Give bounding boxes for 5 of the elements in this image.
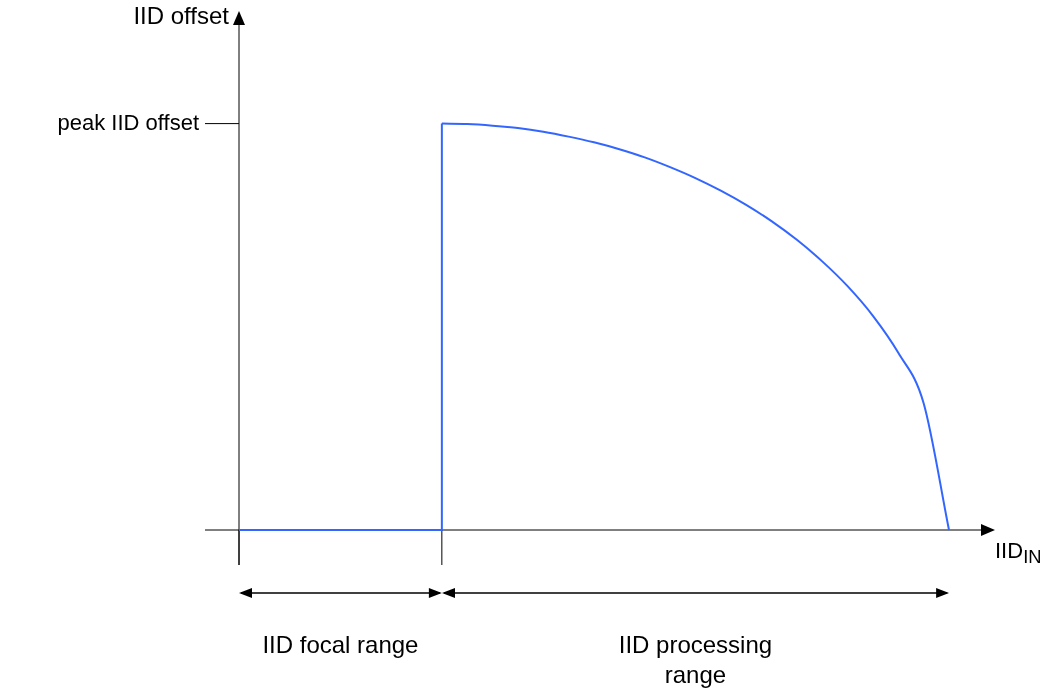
text: IID processing range (617, 630, 774, 690)
text: peak IID offset (57, 109, 199, 135)
text: IID focal range (261, 630, 420, 660)
x-axis-title: IID$_{IN}$ (995, 538, 1042, 569)
y-axis-title: IID offset (132, 2, 229, 30)
